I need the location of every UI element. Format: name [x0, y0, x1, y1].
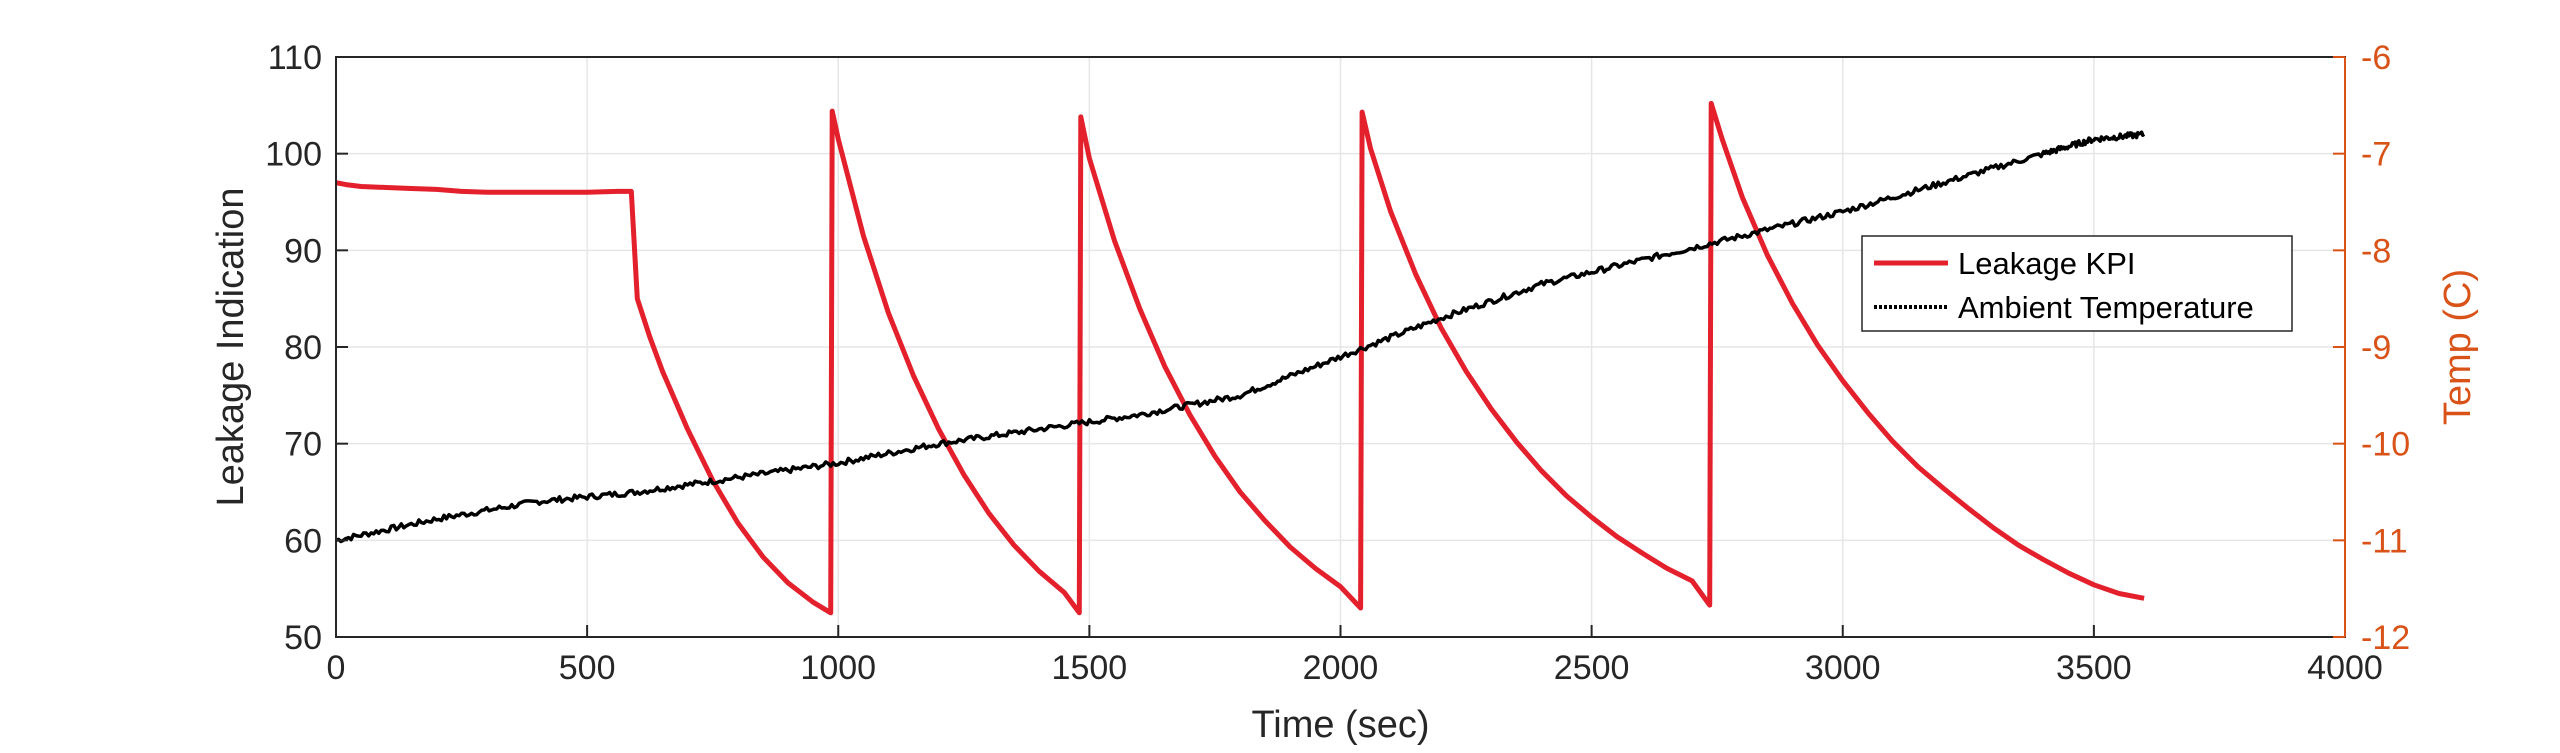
- right-y-tick-label: -6: [2361, 39, 2391, 77]
- right-y-tick-label: -10: [2361, 426, 2410, 464]
- left-y-tick-label: 100: [265, 136, 322, 174]
- legend: Leakage KPI Ambient Temperature: [1861, 235, 2293, 332]
- left-y-tick-label: 110: [268, 39, 322, 77]
- left-y-tick-label: 80: [284, 329, 322, 367]
- left-y-tick-label: 70: [284, 426, 322, 464]
- x-tick-label: 4000: [2307, 649, 2383, 687]
- left-y-axis-title: Leakage Indication: [210, 187, 252, 506]
- x-tick-label: 0: [327, 649, 346, 687]
- x-tick-label: 3500: [2056, 649, 2132, 687]
- x-tick-label: 1500: [1052, 649, 1128, 687]
- right-y-tick-label: -7: [2361, 136, 2391, 174]
- series-line-ambient-temperature: [335, 130, 2146, 544]
- right-y-axis-ticks: -12 -11 -10 -9 -8 -7 -6: [2333, 39, 2410, 657]
- left-y-tick-label: 90: [284, 232, 322, 270]
- x-tick-label: 1000: [800, 649, 876, 687]
- x-axis-ticks: 0 500 1000 1500 2000 2500 3000 3500 4000: [327, 625, 2383, 687]
- x-tick-label: 3000: [1805, 649, 1881, 687]
- series-line-leakage-kpi: [335, 100, 2145, 616]
- series-layer: [335, 100, 2146, 616]
- x-tick-label: 2000: [1303, 649, 1379, 687]
- legend-label-ambient-temperature: Ambient Temperature: [1958, 290, 2254, 325]
- right-y-tick-label: -11: [2361, 522, 2408, 560]
- left-y-axis-ticks: 50 60 70 80 90 100 110: [265, 39, 348, 657]
- x-axis-title: Time (sec): [1251, 704, 1429, 746]
- legend-label-leakage-kpi: Leakage KPI: [1958, 246, 2136, 281]
- left-y-tick-label: 60: [284, 522, 322, 560]
- right-y-axis-title: Temp (C): [2437, 269, 2479, 425]
- left-y-tick-label: 50: [284, 619, 322, 657]
- right-y-tick-label: -9: [2361, 329, 2391, 367]
- right-y-tick-label: -8: [2361, 232, 2391, 270]
- right-y-tick-label: -12: [2361, 619, 2410, 657]
- legend-box: [1861, 235, 2293, 332]
- grid: [335, 56, 2346, 638]
- x-tick-label: 500: [559, 649, 616, 687]
- x-tick-label: 2500: [1554, 649, 1630, 687]
